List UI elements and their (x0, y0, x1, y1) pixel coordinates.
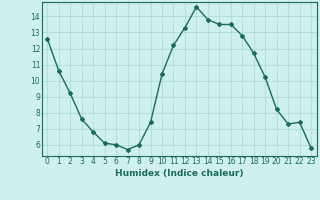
X-axis label: Humidex (Indice chaleur): Humidex (Indice chaleur) (115, 169, 244, 178)
